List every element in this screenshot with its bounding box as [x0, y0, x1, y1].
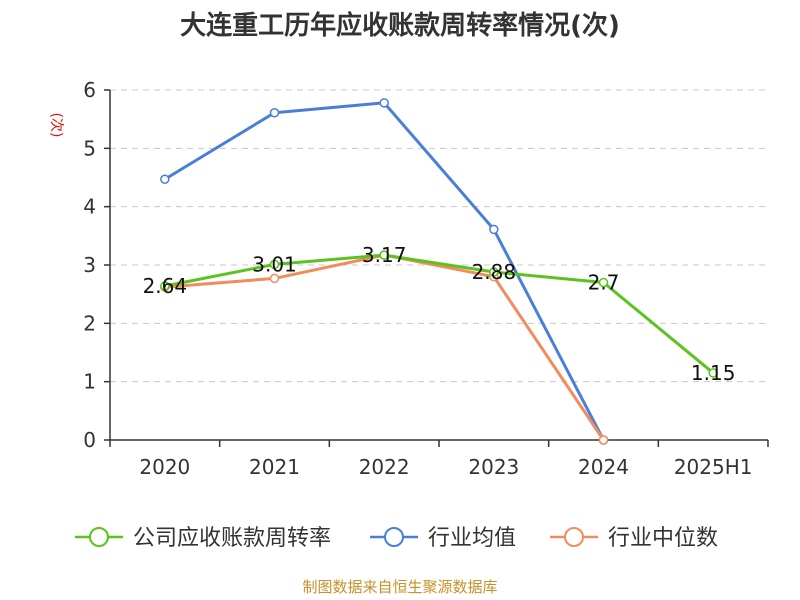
data-label: 1.15 [691, 361, 736, 385]
series-layer [160, 98, 718, 445]
x-tick-label: 2024 [578, 455, 629, 479]
series-line-1 [164, 101, 605, 441]
legend-swatch-marker [384, 527, 404, 547]
data-point [598, 435, 609, 445]
chart-title: 大连重工历年应收账款周转率情况(次) [180, 10, 620, 41]
y-tick-label: 0 [83, 428, 96, 452]
legend: 公司应收账款周转率 行业均值 行业中位数 [75, 526, 718, 551]
data-label: 3.01 [252, 252, 297, 276]
data-point [269, 273, 280, 284]
legend-swatch-marker [89, 527, 109, 547]
data-point [489, 224, 499, 235]
y-axis-label: (次) [48, 113, 64, 138]
x-tick-label: 2025H1 [674, 455, 753, 479]
data-point [598, 277, 609, 288]
data-labels: 2.64 3.01 3.17 2.88 2.7 1.15 [143, 243, 736, 385]
data-point [160, 281, 170, 291]
y-tick-labels: 0 1 2 3 4 5 6 [83, 78, 96, 452]
data-point [160, 174, 170, 184]
y-tick-label: 1 [83, 370, 96, 394]
legend-label: 行业均值 [428, 526, 516, 551]
legend-label: 行业中位数 [608, 526, 718, 551]
data-point [379, 98, 389, 108]
source-note: 制图数据来自恒生聚源数据库 [302, 578, 497, 596]
data-point [379, 250, 389, 260]
x-tick-label: 2020 [139, 455, 190, 479]
data-label: 3.17 [362, 243, 407, 267]
series-line-2 [164, 253, 605, 441]
y-tick-label: 6 [83, 78, 96, 102]
legend-label: 公司应收账款周转率 [133, 526, 331, 551]
series-line-0 [164, 253, 715, 375]
data-point [269, 259, 280, 270]
y-tick-label: 3 [83, 253, 96, 277]
y-tick-label: 4 [83, 195, 96, 219]
data-label: 2.64 [143, 274, 188, 298]
data-label: 2.7 [588, 271, 620, 295]
data-point [489, 267, 499, 277]
y-tick-label: 5 [83, 136, 96, 160]
x-tick-label: 2021 [249, 455, 300, 479]
y-tick-label: 2 [83, 311, 96, 335]
x-tick-labels: 2020 2021 2022 2023 2024 2025H1 [139, 455, 752, 479]
data-point [708, 368, 718, 378]
data-label: 2.88 [472, 260, 517, 284]
data-point [269, 108, 280, 118]
x-tick-label: 2023 [468, 455, 519, 479]
axes [104, 89, 769, 447]
x-tick-label: 2022 [359, 455, 410, 479]
legend-swatch-marker [564, 527, 584, 547]
